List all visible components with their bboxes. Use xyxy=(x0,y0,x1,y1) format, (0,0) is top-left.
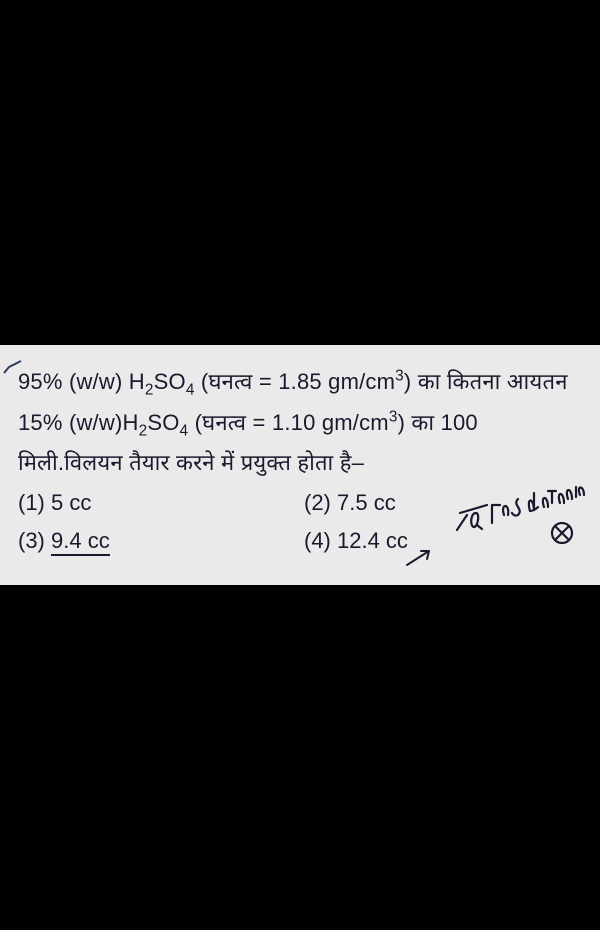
option-2-label: (2) xyxy=(304,490,337,515)
option-4-label: (4) xyxy=(304,528,337,553)
q-line3: मिली.विलयन तैयार करने में प्रयुक्त होता … xyxy=(18,450,364,475)
option-1: (1) 5 cc xyxy=(18,490,304,516)
q-sub2-a: 2 xyxy=(145,381,154,398)
option-3-value: 9.4 cc xyxy=(51,528,110,556)
q-line2-prefix: 15% (w/w)H xyxy=(18,410,139,435)
question-panel: 95% (w/w) H2SO4 (घनत्व = 1.85 gm/cm3) का… xyxy=(0,345,600,585)
q-sub4-b: 4 xyxy=(180,422,189,439)
option-2-value: 7.5 cc xyxy=(337,490,396,515)
option-3: (3) 9.4 cc xyxy=(18,528,304,556)
q-so-b: SO xyxy=(147,410,179,435)
options-grid: (1) 5 cc (2) 7.5 cc (3) 9.4 cc (4) 12.4 … xyxy=(18,490,590,556)
q-line1-suffix: ) का कितना आयतन xyxy=(404,369,568,394)
option-4: (4) 12.4 cc xyxy=(304,528,590,556)
q-so-a: SO xyxy=(154,369,186,394)
q-density1: 1.85 gm/cm xyxy=(278,369,395,394)
q-density-label-1: (घनत्व = xyxy=(195,369,279,394)
q-density2: 1.10 gm/cm xyxy=(272,410,389,435)
q-density-label-2: (घनत्व = xyxy=(188,410,272,435)
q-line1-prefix: 95% (w/w) H xyxy=(18,369,145,394)
option-4-value: 12.4 cc xyxy=(337,528,408,553)
q-cube-2: 3 xyxy=(389,408,398,425)
option-1-value: 5 cc xyxy=(51,490,91,515)
option-2: (2) 7.5 cc xyxy=(304,490,590,516)
option-1-label: (1) xyxy=(18,490,51,515)
option-3-label: (3) xyxy=(18,528,51,553)
q-cube-1: 3 xyxy=(395,368,404,385)
question-text: 95% (w/w) H2SO4 (घनत्व = 1.85 gm/cm3) का… xyxy=(18,363,590,482)
q-sub4-a: 4 xyxy=(186,381,195,398)
q-line2-suffix: ) का 100 xyxy=(398,410,478,435)
